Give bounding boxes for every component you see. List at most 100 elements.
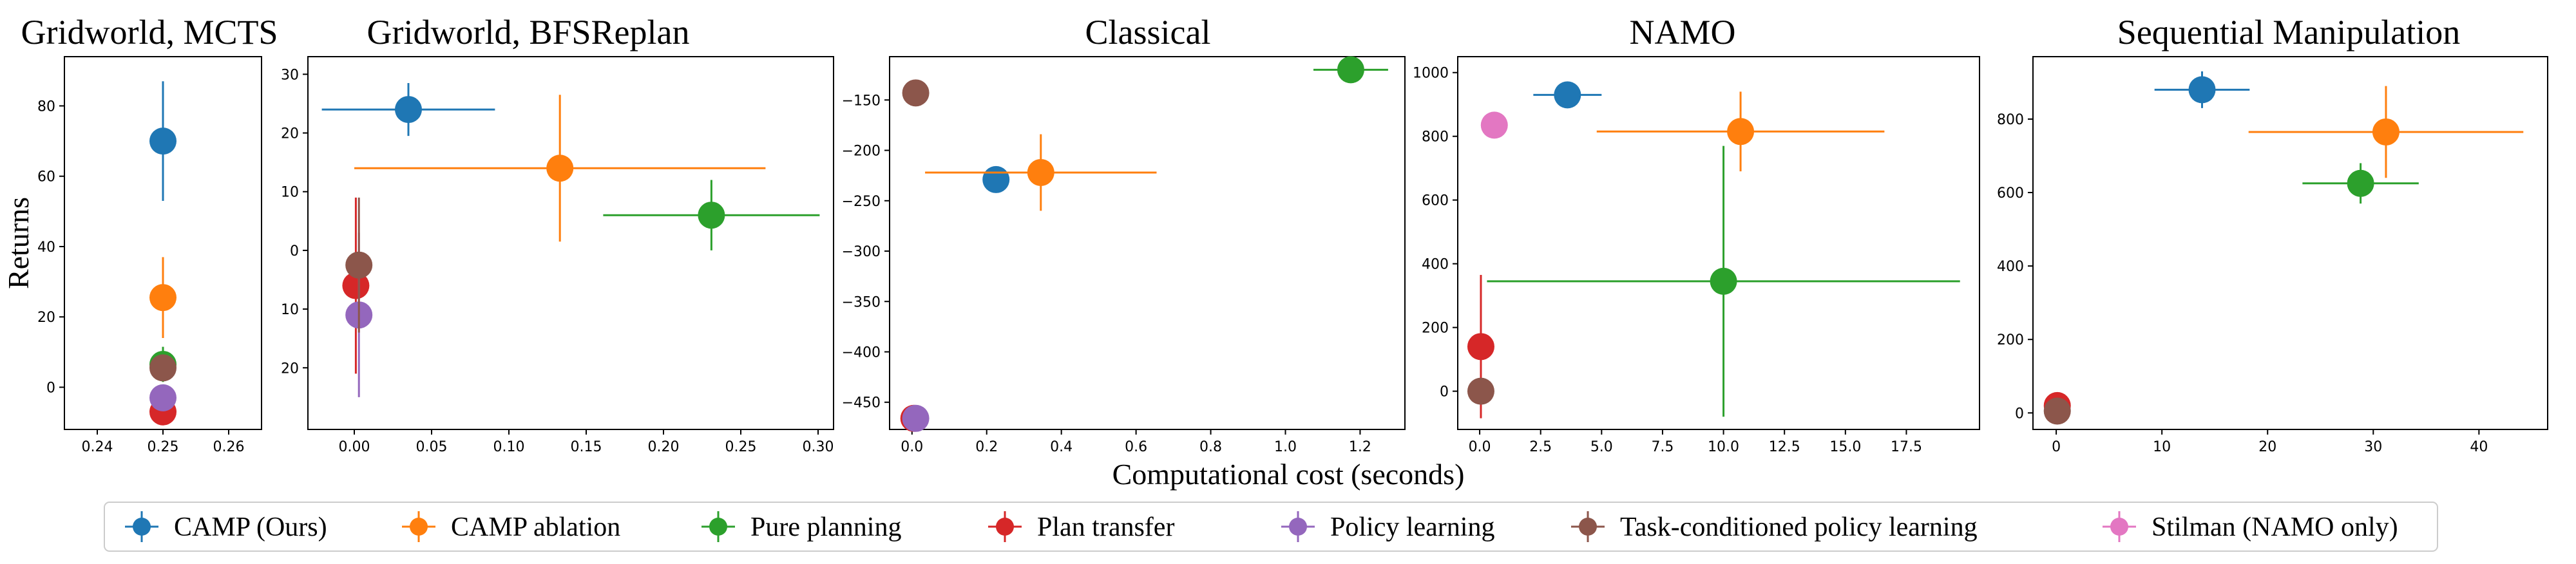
legend-entry-pure-planning: Pure planning [701, 511, 901, 542]
x-tick-label: 0.2 [975, 439, 998, 455]
legend-label: Task-conditioned policy learning [1620, 512, 1978, 542]
series-pure-planning [603, 180, 820, 250]
series-camp-ours [149, 81, 177, 201]
panel-1: Gridworld, MCTS 0.24 0.25 0.26 0 20 40 60 80 Retu… [2, 13, 278, 455]
legend-label: CAMP ablation [451, 512, 620, 542]
x-tick-label: 0.4 [1050, 439, 1073, 455]
data-point [1554, 81, 1581, 109]
series-camp-ablation [2248, 86, 2524, 178]
data-point [149, 284, 177, 312]
series-camp-ablation [925, 134, 1157, 211]
y-tick-label: 30 [281, 67, 299, 83]
legend-entry-policy-learning: Policy learning [1281, 511, 1494, 542]
y-tick-label: 600 [1422, 193, 1449, 209]
y-tick-label: 400 [1422, 257, 1449, 273]
legend-marker [410, 518, 428, 536]
legend: CAMP (Ours) CAMP ablation Pure planning Pla… [104, 502, 2438, 552]
x-tick-label: 2.5 [1529, 439, 1552, 455]
x-tick-label: 0.20 [648, 439, 680, 455]
data-point [1337, 56, 1364, 84]
x-tick-label: 0.25 [148, 439, 179, 455]
y-tick-label: 0 [1440, 384, 1449, 400]
series-task-conditioned-policy-learning [2043, 397, 2071, 425]
x-tick-label: 0 [2052, 439, 2061, 455]
panel-title: Classical [1085, 13, 1211, 52]
x-tick-label: 0.8 [1199, 439, 1222, 455]
y-tick-label: 20 [281, 361, 299, 377]
data-point [2188, 76, 2216, 104]
y-tick-label: 200 [1422, 321, 1449, 337]
x-tick-label: 1.0 [1274, 439, 1297, 455]
x-tick-label: 0.0 [901, 439, 923, 455]
x-tick-label: 7.5 [1651, 439, 1674, 455]
x-tick-label: 15.0 [1829, 439, 1861, 455]
y-tick-label: 1000 [1413, 66, 1449, 82]
x-tick-label: 40 [2470, 439, 2488, 455]
series-plan-transfer [342, 197, 370, 374]
data-point [1467, 377, 1494, 405]
y-tick-label: 80 [37, 99, 55, 115]
series-task-conditioned-policy-learning [1467, 377, 1494, 405]
legend-marker [1289, 518, 1307, 536]
data-point [149, 127, 177, 155]
data-point [902, 404, 930, 432]
y-tick-label: 400 [1997, 259, 2024, 275]
y-tick-label: 40 [37, 240, 55, 256]
x-tick-label: 0.00 [339, 439, 370, 455]
data-point [698, 202, 725, 229]
series-camp-ours [321, 83, 495, 136]
legend-entry-task-conditioned-policy-learning: Task-conditioned policy learning [1571, 511, 1978, 542]
y-tick-label: −300 [842, 244, 881, 260]
x-tick-label: 10 [2153, 439, 2171, 455]
y-tick-label: −200 [842, 144, 881, 160]
panels: Gridworld, MCTS 0.24 0.25 0.26 0 20 40 60 80 Retu… [2, 13, 2548, 455]
plot-frame [1457, 56, 1980, 430]
y-tick-label: 60 [37, 169, 55, 185]
legend-entry-plan-transfer: Plan transfer [988, 511, 1174, 542]
y-tick-label: 0 [2015, 406, 2024, 422]
series-camp-ours [1533, 81, 1602, 109]
y-tick-label: 800 [1422, 129, 1449, 146]
series-pure-planning [1313, 56, 1388, 84]
x-tick-label: 0.24 [82, 439, 113, 455]
data-point [149, 354, 177, 382]
legend-entry-stilman-namo-only: Stilman (NAMO only) [2103, 511, 2398, 542]
series-camp-ablation [149, 257, 177, 338]
series-stilman-namo-only [1480, 111, 1508, 139]
data-point [1480, 111, 1508, 139]
x-tick-label: 0.26 [213, 439, 245, 455]
x-tick-label: 0.15 [571, 439, 602, 455]
x-tick-label: 10.0 [1708, 439, 1739, 455]
data-point [902, 79, 930, 107]
y-tick-label: 800 [1997, 112, 2024, 128]
panel-3: Classical 0.0 0.2 0.4 0.6 0.8 1.0 1.2 −150 −200 −2… [842, 13, 1406, 455]
series-camp-ablation [354, 95, 766, 242]
data-point [342, 272, 370, 299]
data-point [2043, 397, 2071, 425]
x-tick-label: 0.10 [493, 439, 525, 455]
plot-frame [307, 56, 834, 430]
series-pure-planning [1487, 146, 1960, 417]
data-point [1027, 158, 1054, 186]
legend-entry-camp-ablation: CAMP ablation [402, 511, 620, 542]
series-task-conditioned-policy-learning [149, 354, 177, 382]
y-tick-label: 0 [46, 380, 55, 396]
y-tick-label: −150 [842, 93, 881, 109]
series-policy-learning [902, 404, 930, 432]
x-tick-label: 5.0 [1590, 439, 1613, 455]
legend-marker [133, 518, 151, 536]
legend-label: CAMP (Ours) [174, 512, 327, 542]
legend-label: Pure planning [750, 512, 901, 542]
y-tick-label: 200 [1997, 332, 2024, 348]
series-task-conditioned-policy-learning [902, 79, 930, 107]
x-tick-label: 0.25 [725, 439, 757, 455]
legend-entry-camp-ours: CAMP (Ours) [125, 511, 327, 542]
y-tick-label: −250 [842, 194, 881, 210]
legend-marker [709, 518, 727, 536]
x-tick-label: 0.0 [1469, 439, 1491, 455]
panel-title: Sequential Manipulation [2117, 13, 2460, 52]
legend-label: Plan transfer [1037, 512, 1174, 542]
x-tick-label: 0.30 [803, 439, 834, 455]
x-tick-label: 12.5 [1769, 439, 1800, 455]
